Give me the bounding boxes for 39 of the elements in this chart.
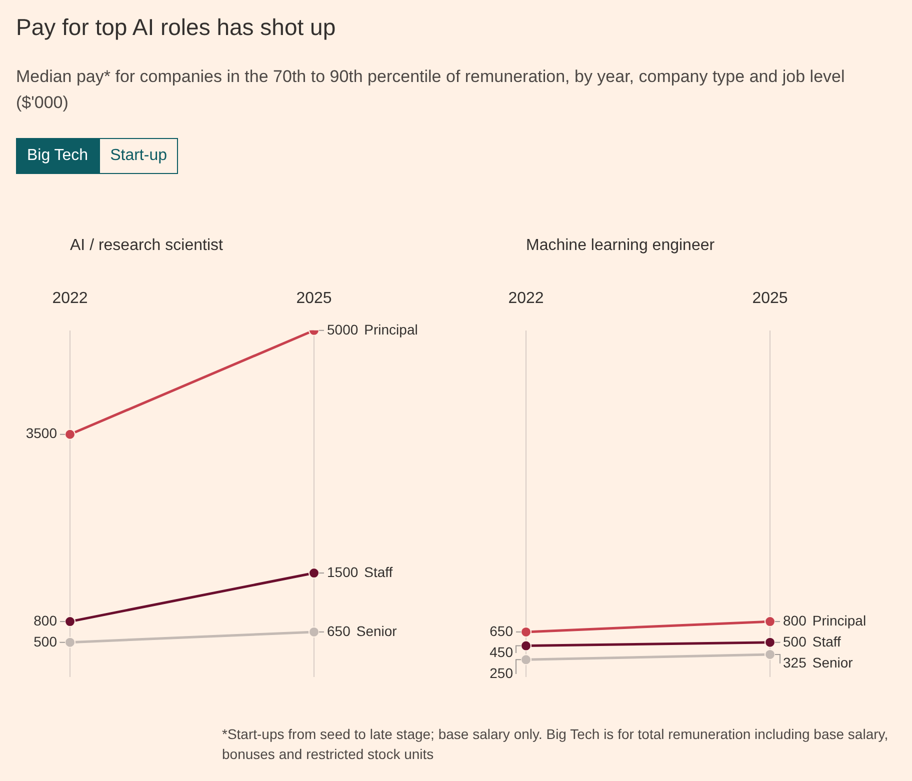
text: Big Tech (16, 138, 100, 174)
point (64, 616, 76, 628)
x-tick-label: 2022 (52, 290, 88, 308)
data-label: 3500 (26, 425, 58, 442)
point (520, 654, 532, 666)
data-label: 800 (783, 612, 807, 628)
point (308, 568, 320, 579)
data-label: 650 (490, 622, 514, 639)
point (764, 648, 776, 660)
data-label: 500 (783, 633, 807, 650)
data-label: 325 (783, 654, 807, 670)
text: Pay for top AI roles has shot up (16, 13, 337, 42)
point (764, 636, 776, 648)
text: Staff (812, 633, 842, 650)
point (764, 616, 776, 628)
data-label: 800 (34, 612, 58, 628)
data-label: 1500 (327, 564, 358, 580)
point (308, 626, 320, 638)
data-label: 500 (34, 633, 58, 650)
text: Principal (812, 612, 866, 628)
text: Staff (364, 564, 393, 580)
chart-title: AI / research scientist (70, 237, 224, 254)
x-tick-label: 2025 (752, 290, 788, 308)
point (520, 640, 532, 652)
text: Start-up (99, 138, 178, 174)
data-label: 450 (490, 644, 514, 660)
data-label: 5000 (327, 321, 358, 338)
chart-title: Machine learning engineer (526, 237, 716, 254)
x-tick-label: 2025 (296, 290, 332, 308)
text: *Start-ups from seed to late stage; base salary only. Big Tech is for total remuneration including base salary, bonuses and restricted stock units (222, 725, 890, 764)
data-label: 250 (490, 664, 514, 681)
point (520, 626, 532, 638)
text: Principal (364, 321, 418, 338)
text: Median pay* for companies in the 70th to 90th percentile of remuneration, by year, company type and job level ($'000) (16, 66, 846, 114)
x-tick-label: 2022 (508, 290, 544, 308)
text: Senior (356, 622, 398, 639)
data-label: 650 (327, 622, 351, 639)
point (64, 636, 76, 648)
text: Senior (812, 654, 854, 670)
